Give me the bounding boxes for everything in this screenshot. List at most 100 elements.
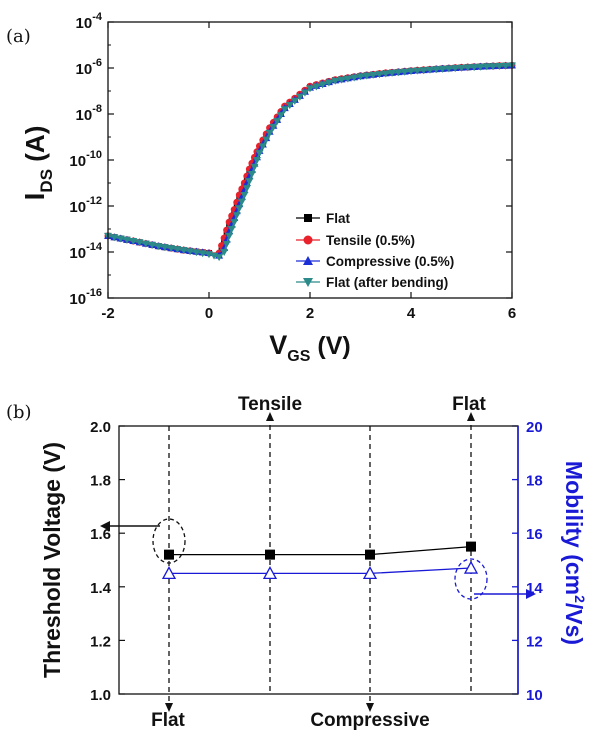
data-point-triangle-down bbox=[230, 219, 239, 227]
y-tick-label-a: 10-8 bbox=[76, 103, 102, 124]
data-point-triangle-down bbox=[419, 67, 428, 75]
data-point-triangle-down bbox=[388, 69, 397, 77]
data-point-triangle-down bbox=[122, 236, 131, 244]
legend-label-flat-after-bending: Flat (after bending) bbox=[326, 275, 448, 290]
y-tick-label-left-b: 1.6 bbox=[90, 526, 111, 543]
data-point-triangle-down bbox=[356, 73, 365, 81]
data-point-triangle-down bbox=[295, 93, 304, 101]
right-arrow-head bbox=[526, 589, 536, 599]
data-point-triangle-down bbox=[457, 64, 466, 72]
plot-frame-a bbox=[107, 21, 513, 299]
data-point-triangle-down bbox=[252, 157, 261, 164]
y-tick-label-a: 10-16 bbox=[69, 287, 102, 308]
x-tick-label-a: 4 bbox=[407, 305, 416, 322]
threshold-voltage-point bbox=[164, 549, 174, 560]
data-point-triangle-down bbox=[167, 245, 176, 253]
data-point-triangle-down bbox=[476, 63, 485, 71]
data-point-triangle-down bbox=[198, 250, 207, 258]
data-point-triangle-up bbox=[222, 235, 231, 243]
y-title-sub-a: DS bbox=[37, 169, 56, 193]
series-line-square bbox=[107, 64, 513, 256]
y-axis-title-left-b: Threshold Voltage (V) bbox=[39, 442, 65, 678]
y-right-title-sup: 2 bbox=[572, 595, 588, 603]
left-axis-indicator bbox=[100, 518, 186, 564]
y-tick-label-a: 10-12 bbox=[69, 195, 102, 216]
condition-label-compressive: Compressive bbox=[310, 710, 429, 731]
data-point-triangle-down bbox=[215, 254, 224, 262]
data-point-triangle-down bbox=[444, 65, 453, 73]
condition-label-flat-bottom: Flat bbox=[151, 710, 185, 731]
data-point-triangle-down bbox=[220, 249, 229, 256]
y-tick-label-left-b: 1.2 bbox=[90, 633, 111, 650]
plot-frame-b bbox=[118, 425, 519, 695]
data-point-triangle-down bbox=[331, 77, 340, 85]
panel-a: (a) -2 0 2 4 6 10-4 10-6 10-8 10-10 10-12 10-14 10-… bbox=[6, 11, 516, 365]
data-point-triangle-down bbox=[438, 65, 447, 73]
y-title-unit-a: (A) bbox=[20, 126, 50, 169]
x-tick-label-a: 6 bbox=[508, 305, 516, 322]
y-tick-label-left-b: 1.8 bbox=[90, 473, 111, 490]
data-point-triangle-down bbox=[306, 85, 314, 93]
threshold-voltage-point bbox=[466, 541, 476, 552]
data-point-triangle-down bbox=[375, 71, 384, 79]
x-tick-label-a: 0 bbox=[205, 305, 213, 322]
panel-b-label: (b) bbox=[6, 402, 32, 423]
y-tick-label-right-b: 18 bbox=[526, 473, 543, 490]
legend-item-compressive: Compressive (0.5%) bbox=[296, 254, 454, 269]
data-point-triangle-down bbox=[273, 118, 282, 126]
data-point-triangle-down bbox=[186, 248, 195, 256]
data-point-triangle-down bbox=[116, 235, 125, 243]
data-point-triangle-down bbox=[240, 192, 249, 200]
legend-marker-triangle-down bbox=[303, 278, 313, 287]
data-point-triangle-down bbox=[222, 240, 231, 248]
y-tick-label-a: 10-4 bbox=[76, 11, 103, 32]
y-tick-label-a: 10-6 bbox=[76, 57, 102, 78]
data-point-triangle-down bbox=[129, 238, 138, 246]
data-point-triangle-down bbox=[227, 226, 236, 233]
data-point-triangle-down bbox=[247, 171, 256, 179]
x-title-unit-a: (V) bbox=[310, 332, 350, 360]
series-line-right bbox=[169, 567, 472, 575]
data-point-triangle-down bbox=[255, 150, 264, 158]
y-tick-label-a: 10-14 bbox=[69, 241, 102, 262]
y-tick-label-left-b: 1.0 bbox=[90, 687, 111, 704]
divider-arrow-up bbox=[467, 412, 475, 421]
data-point-triangle-down bbox=[381, 70, 390, 78]
data-point-triangle-down bbox=[179, 247, 188, 255]
data-point-triangle-down bbox=[232, 212, 241, 220]
series-line-triangle-up bbox=[107, 64, 513, 257]
data-point-triangle-down bbox=[262, 136, 271, 144]
left-indicator-circle bbox=[152, 518, 186, 564]
mobility-point bbox=[262, 566, 278, 580]
data-point-triangle-down bbox=[451, 65, 460, 73]
legend-marker-circle bbox=[303, 235, 313, 245]
legend-item-flat: Flat bbox=[296, 211, 351, 226]
legend-a: Flat Tensile (0.5%) Compressive (0.5%) F… bbox=[296, 211, 454, 290]
data-point-triangle-down bbox=[242, 185, 251, 193]
data-point-triangle-down bbox=[312, 83, 321, 91]
data-point-triangle-down bbox=[432, 66, 441, 74]
data-point-triangle-down bbox=[265, 129, 274, 137]
data-point-triangle-down bbox=[369, 71, 378, 79]
data-point-triangle-down bbox=[407, 68, 415, 76]
data-point-triangle-down bbox=[160, 244, 169, 252]
data-point-triangle-down bbox=[135, 239, 144, 247]
divider-arrow-up bbox=[266, 412, 274, 421]
mobility-point bbox=[362, 566, 378, 580]
data-point-triangle-down bbox=[413, 67, 422, 75]
data-point-triangle-down bbox=[258, 143, 267, 151]
y-axis-title-a: IDS (A) bbox=[19, 126, 56, 201]
data-point-triangle-down bbox=[245, 178, 254, 186]
data-point-triangle-down bbox=[250, 163, 259, 171]
data-point-triangle-down bbox=[148, 241, 157, 249]
data-point-triangle-down bbox=[400, 68, 409, 76]
condition-dividers bbox=[165, 412, 475, 712]
data-point-triangle-down bbox=[495, 62, 504, 70]
series-line-triangle-down bbox=[107, 64, 513, 259]
legend-item-tensile: Tensile (0.5%) bbox=[296, 233, 415, 248]
data-point-triangle-down bbox=[337, 76, 346, 84]
data-point-triangle-down bbox=[285, 102, 294, 110]
data-point-triangle-down bbox=[192, 249, 201, 257]
data-point-triangle-down bbox=[280, 106, 289, 114]
